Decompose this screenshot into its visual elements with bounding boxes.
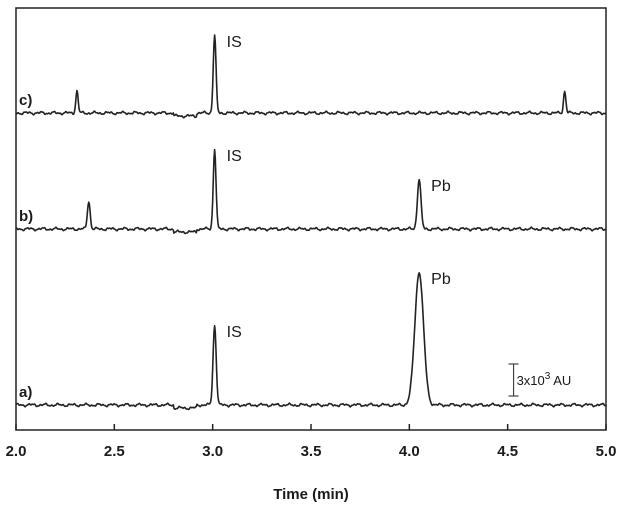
peak-label: IS [227,148,242,165]
x-axis-title: Time (min) [273,486,349,503]
trace-line [15,148,607,235]
annotations: a) IS Pb b) IS Pb c) IS [19,34,451,401]
x-tick-label: 3.0 [202,443,223,460]
x-axis: 2.0 2.5 3.0 3.5 4.0 4.5 5.0 [6,424,617,460]
peak-label: Pb [431,271,451,288]
x-tick-label: 3.5 [301,443,322,460]
plot-frame [15,7,607,431]
peak-label: IS [227,34,242,51]
x-tick-label: 2.0 [6,443,27,460]
trace-label: b) [19,208,33,225]
x-tick-label: 4.0 [399,443,420,460]
x-tick-label: 5.0 [596,443,617,460]
trace-label: a) [19,384,32,401]
scale-bar-label: 3x103 AU [517,371,572,388]
scale-bar: 3x103 AU [508,363,572,397]
trace-label: c) [19,92,32,109]
traces [15,34,607,411]
trace-line [15,272,607,411]
x-tick-label: 2.5 [104,443,125,460]
peak-label: Pb [431,178,451,195]
trace-line [15,34,607,119]
x-tick-label: 4.5 [497,443,518,460]
peak-label: IS [227,324,242,341]
